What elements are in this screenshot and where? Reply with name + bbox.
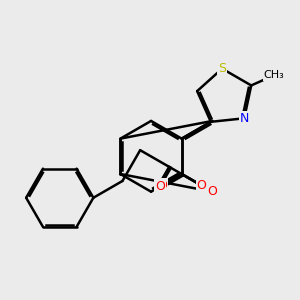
Text: O: O: [197, 179, 207, 192]
Text: O: O: [157, 179, 167, 192]
Text: S: S: [218, 62, 226, 75]
Text: O: O: [155, 180, 165, 193]
Text: CH₃: CH₃: [263, 70, 284, 80]
Text: O: O: [207, 185, 217, 198]
Text: N: N: [239, 112, 249, 125]
